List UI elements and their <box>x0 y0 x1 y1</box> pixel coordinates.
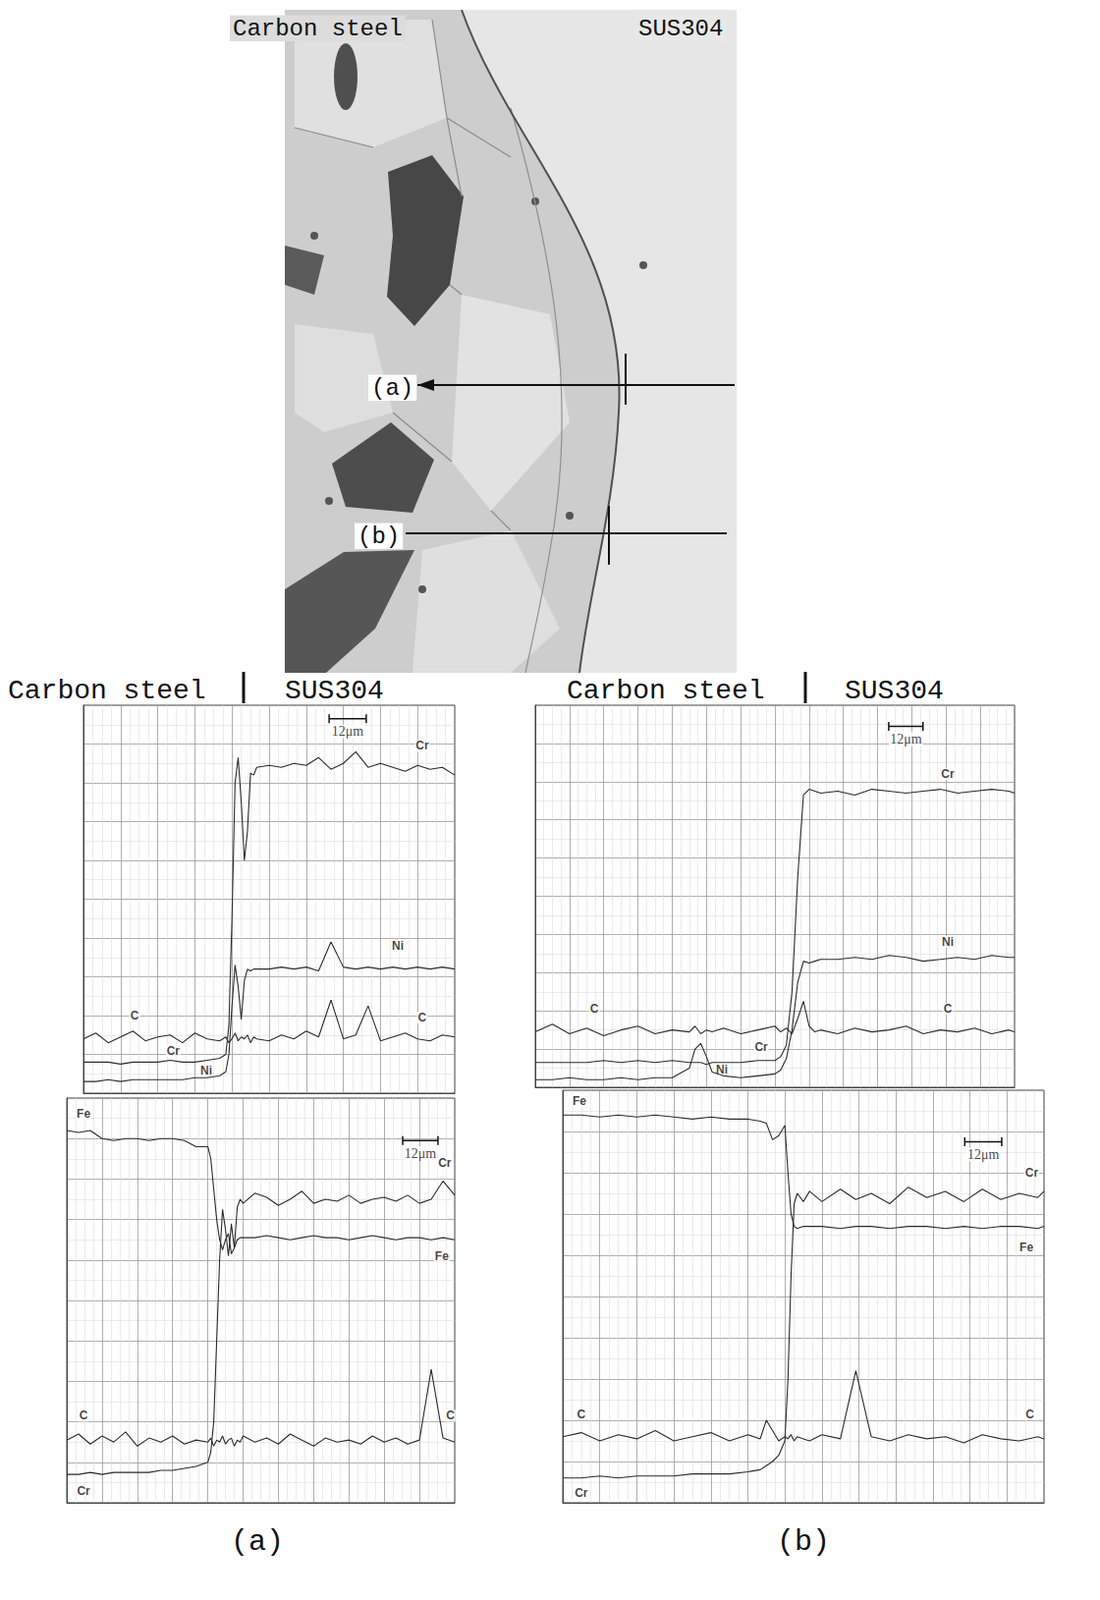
svg-text:C: C <box>79 1408 89 1423</box>
svg-text:C: C <box>590 1001 600 1016</box>
svg-text:Carbon steel: Carbon steel <box>232 15 403 43</box>
svg-text:Cr: Cr <box>415 738 430 753</box>
svg-text:(a): (a) <box>371 375 414 402</box>
svg-text:Cr: Cr <box>1025 1165 1040 1180</box>
svg-text:Carbon steel: Carbon steel <box>7 675 207 707</box>
svg-text:C: C <box>1025 1407 1035 1422</box>
svg-text:Fe: Fe <box>76 1106 91 1121</box>
svg-text:Carbon steel: Carbon steel <box>566 675 766 707</box>
svg-text:Cr: Cr <box>754 1040 769 1054</box>
svg-text:12μm: 12μm <box>404 1146 438 1161</box>
svg-text:Ni: Ni <box>391 938 404 953</box>
svg-text:Fe: Fe <box>435 1249 449 1264</box>
svg-text:12μm: 12μm <box>967 1147 1000 1162</box>
svg-text:SUS304: SUS304 <box>638 15 723 43</box>
svg-text:Ni: Ni <box>200 1063 213 1078</box>
svg-text:(a): (a) <box>230 1525 284 1559</box>
svg-text:(b): (b) <box>357 523 400 550</box>
svg-text:Fe: Fe <box>572 1094 587 1108</box>
svg-text:Ni: Ni <box>941 935 954 949</box>
svg-text:C: C <box>943 1001 953 1016</box>
svg-text:(b): (b) <box>776 1525 830 1559</box>
svg-text:Cr: Cr <box>574 1485 589 1500</box>
svg-text:12μm: 12μm <box>331 723 365 739</box>
svg-text:Ni: Ni <box>715 1062 728 1076</box>
svg-text:C: C <box>577 1407 587 1422</box>
svg-text:Cr: Cr <box>76 1484 91 1498</box>
svg-text:12μm: 12μm <box>889 731 923 747</box>
svg-text:SUS304: SUS304 <box>844 675 944 707</box>
svg-text:C: C <box>445 1408 455 1423</box>
svg-text:Fe: Fe <box>1019 1240 1034 1255</box>
svg-text:C: C <box>130 1008 140 1023</box>
svg-text:Cr: Cr <box>166 1044 181 1058</box>
svg-text:SUS304: SUS304 <box>284 675 385 707</box>
svg-text:Cr: Cr <box>940 767 955 781</box>
svg-text:Cr: Cr <box>438 1155 452 1170</box>
svg-text:C: C <box>418 1010 428 1025</box>
